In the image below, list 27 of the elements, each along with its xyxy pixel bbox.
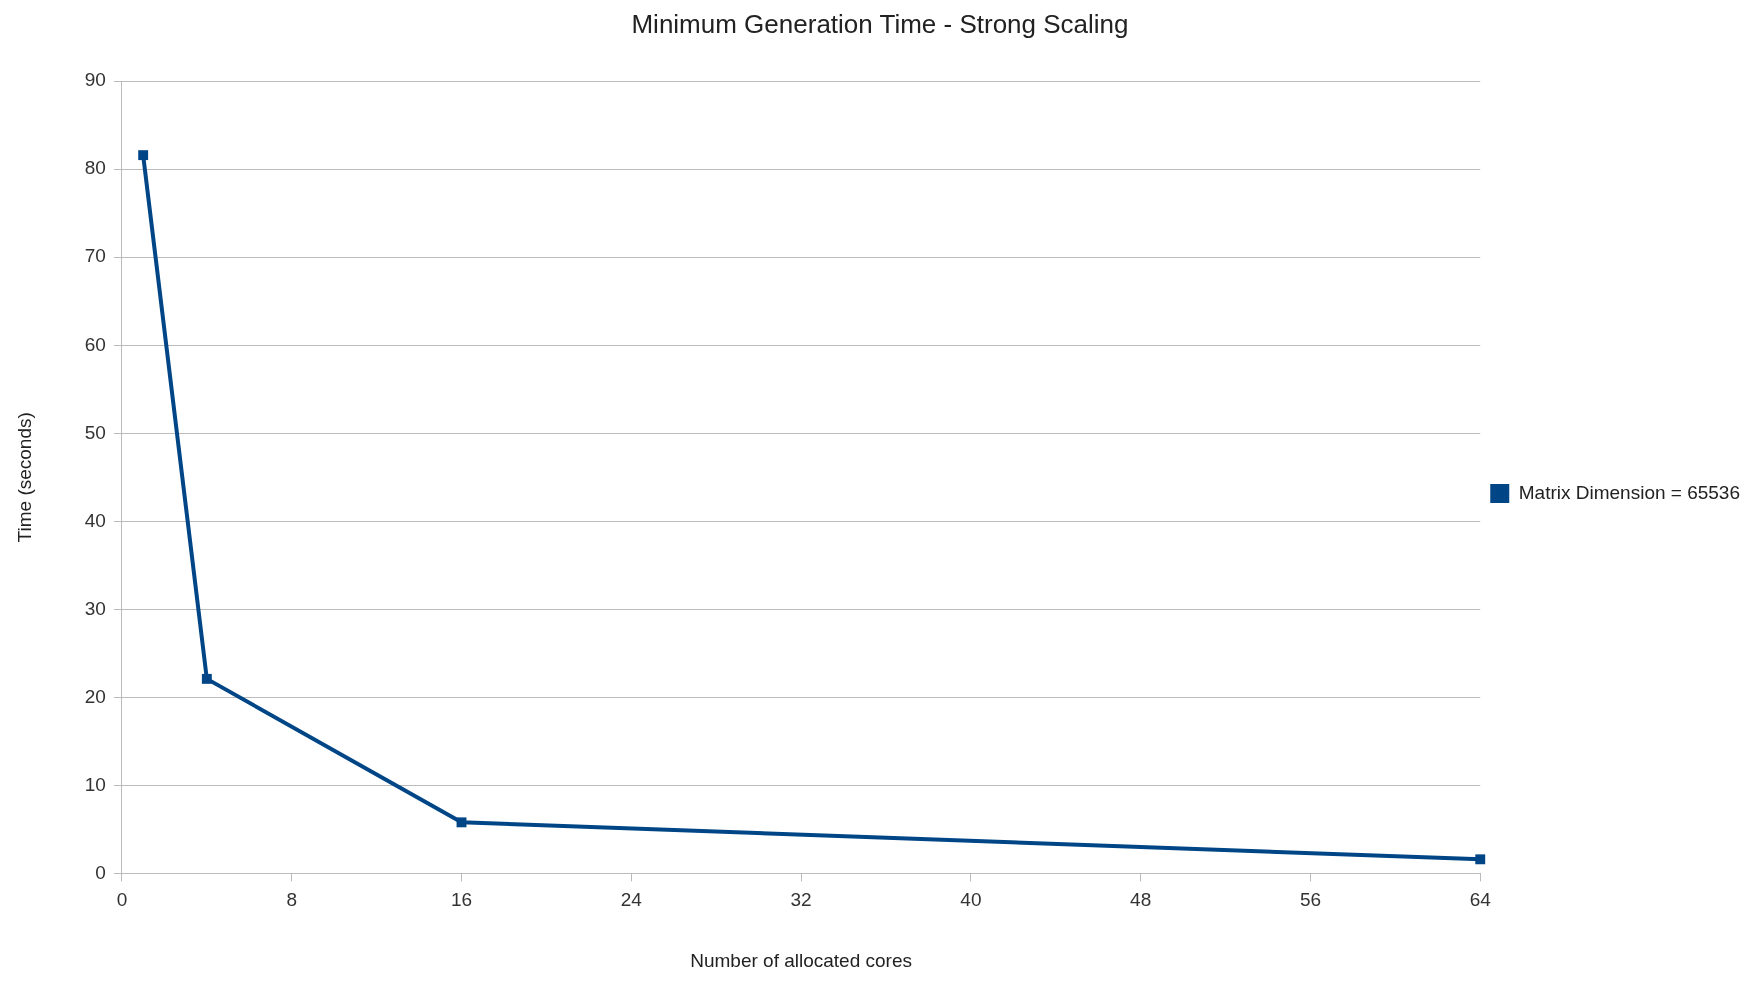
y-tick-label: 10 bbox=[84, 773, 106, 795]
x-tick-label: 24 bbox=[620, 889, 643, 911]
point bbox=[456, 817, 467, 828]
x-tick-label: 56 bbox=[1299, 889, 1322, 911]
x-tick-label: 8 bbox=[286, 889, 298, 911]
x-tick-label: 16 bbox=[450, 889, 473, 911]
x-axis-title: Number of allocated cores bbox=[690, 949, 912, 971]
y-axis-title: Time (seconds) bbox=[13, 412, 35, 543]
y-tick-label: 0 bbox=[95, 861, 106, 883]
x-tick-label: 40 bbox=[960, 889, 982, 911]
y-tick-label: 30 bbox=[84, 597, 106, 619]
x-tick-label: 64 bbox=[1469, 889, 1492, 911]
y-tick-label: 80 bbox=[84, 157, 106, 179]
point bbox=[1475, 854, 1486, 865]
point bbox=[138, 150, 149, 161]
legend-label: Matrix Dimension = 65536 bbox=[1518, 481, 1740, 503]
point bbox=[201, 673, 212, 684]
y-tick-label: 40 bbox=[84, 509, 106, 531]
y-tick-label: 70 bbox=[84, 245, 106, 267]
y-tick-label: 50 bbox=[84, 421, 106, 443]
x-tick-label: 48 bbox=[1130, 889, 1152, 911]
y-tick-label: 90 bbox=[84, 69, 106, 91]
x-tick-label: 0 bbox=[116, 889, 128, 911]
y-tick-label: 60 bbox=[84, 333, 106, 355]
y-tick-label: 20 bbox=[84, 685, 106, 707]
chart-title: Minimum Generation Time - Strong Scaling bbox=[631, 8, 1129, 39]
x-tick-label: 32 bbox=[790, 889, 812, 911]
